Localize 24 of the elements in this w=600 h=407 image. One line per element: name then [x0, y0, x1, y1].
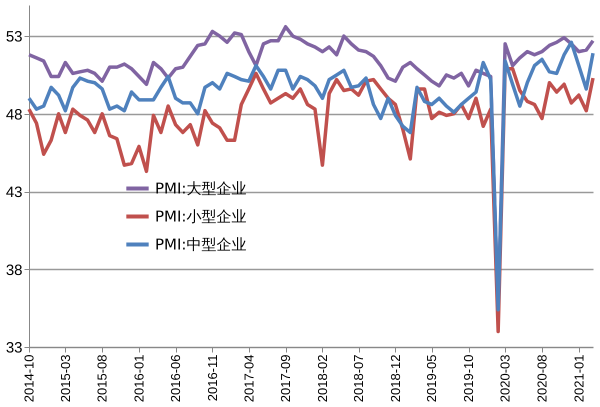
x-tick-label: 2020-03: [498, 354, 513, 402]
x-tick-label: 2019-05: [424, 354, 440, 402]
x-tick-label: 2018-02: [314, 354, 330, 402]
x-tick-label: 2015-03: [58, 354, 73, 402]
legend-label: PMI:大型企业: [155, 180, 246, 198]
x-tick-label: 2015-08: [94, 354, 110, 402]
x-tick-label: 2018-12: [388, 354, 403, 402]
x-tick-label: 2016-01: [132, 354, 147, 402]
x-tick-label: 2016-11: [204, 354, 220, 402]
x-tick-label: 2019-10: [461, 354, 476, 402]
legend-label: PMI:中型企业: [155, 236, 246, 254]
x-tick-label: 2020-08: [534, 354, 550, 402]
x-tick-label: 2017-04: [241, 354, 256, 402]
y-tick-label: 38: [6, 262, 22, 279]
x-tick-label: 2014-10: [22, 354, 36, 402]
legend-label: PMI:小型企业: [155, 208, 246, 226]
y-tick-label: 48: [6, 106, 22, 124]
y-tick-label: 33: [6, 340, 22, 356]
y-tick-label: 43: [6, 184, 22, 202]
x-tick-label: 2021-01: [571, 354, 586, 402]
y-tick-label: 53: [6, 28, 22, 46]
x-tick-label: 2016-06: [168, 354, 184, 402]
x-tick-label: 2018-07: [351, 354, 366, 402]
x-tick-label: 2017-09: [278, 354, 294, 402]
